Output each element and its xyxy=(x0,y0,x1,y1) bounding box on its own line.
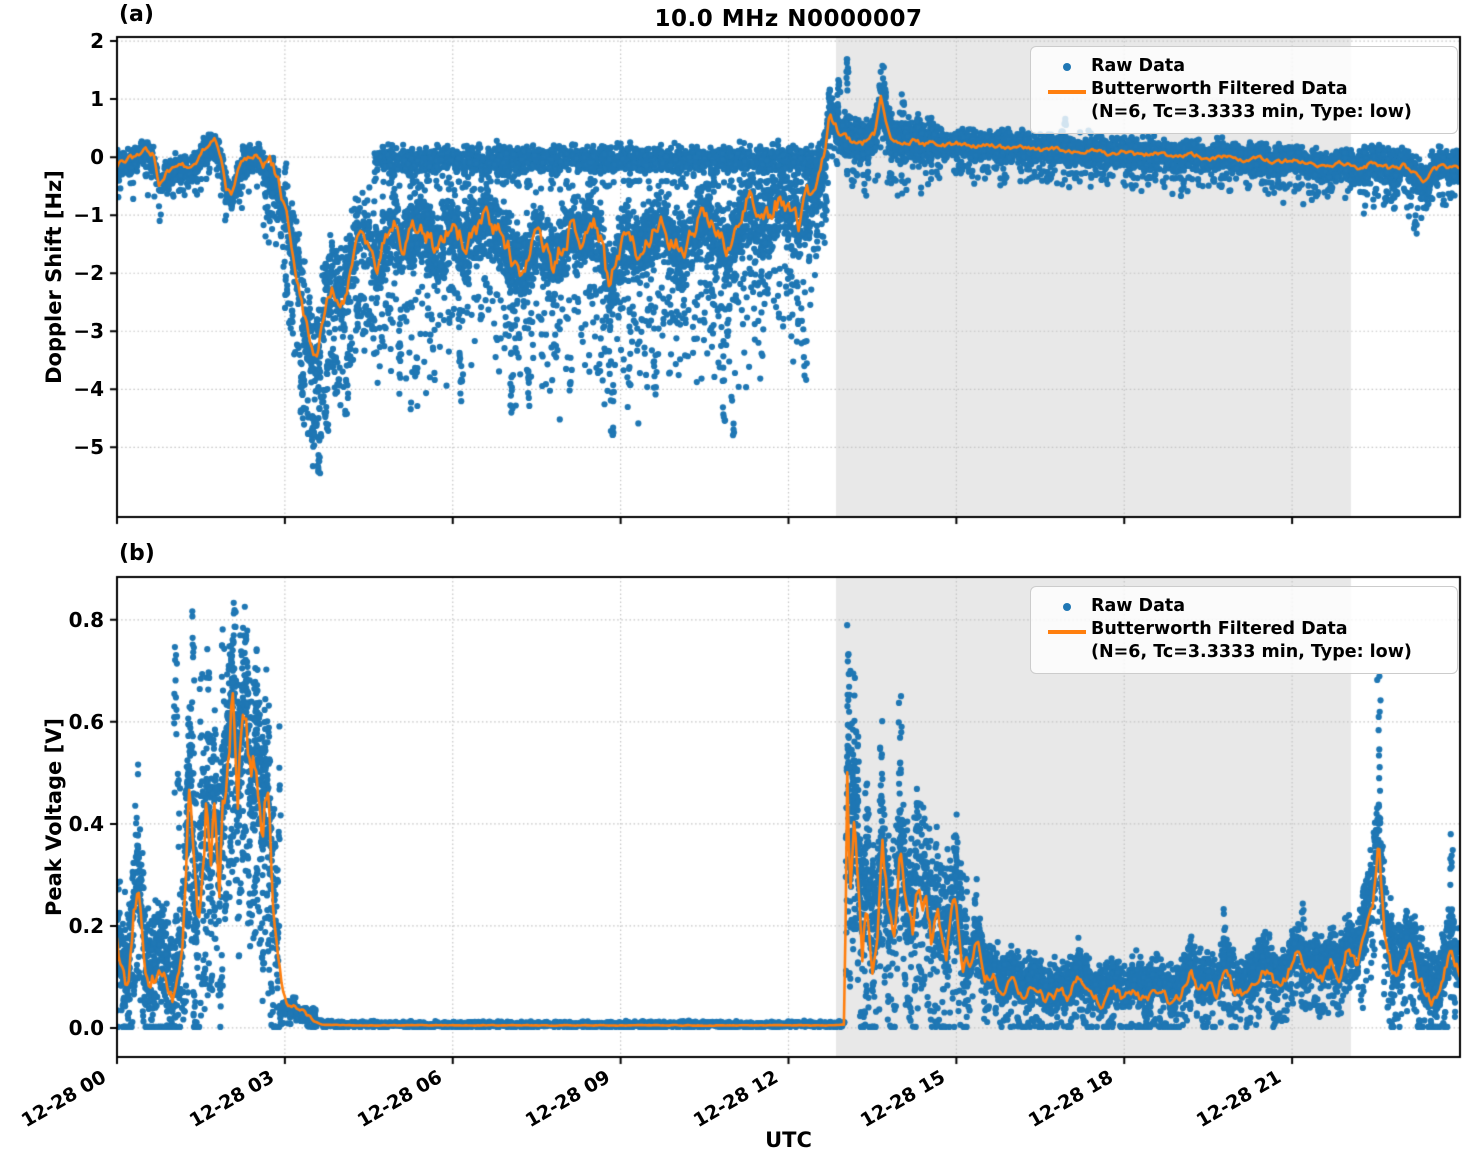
y-tick-label: 0.6 xyxy=(68,709,104,734)
legend-filtered-label: Butterworth Filtered Data (N=6, Tc=3.333… xyxy=(1091,79,1412,123)
legend-panel-b: Raw Data Butterworth Filtered Data (N=6,… xyxy=(1030,586,1458,675)
legend-entry-filtered: Butterworth Filtered Data (N=6, Tc=3.333… xyxy=(1043,618,1447,664)
y-tick-label: 0.0 xyxy=(68,1015,104,1040)
legend-entry-raw: Raw Data xyxy=(1043,595,1447,618)
panel-a-label: (a) xyxy=(119,2,154,27)
legend-filtered-label: Butterworth Filtered Data (N=6, Tc=3.333… xyxy=(1091,619,1412,663)
legend-entry-raw: Raw Data xyxy=(1043,55,1447,78)
filtered-line-icon xyxy=(1043,618,1091,634)
filtered-line-icon xyxy=(1043,78,1091,94)
y-tick-label: −4 xyxy=(73,377,104,402)
y-tick-label: 1 xyxy=(90,87,104,112)
figure-title: 10.0 MHz N0000007 xyxy=(654,6,923,32)
legend-panel-a: Raw Data Butterworth Filtered Data (N=6,… xyxy=(1030,46,1458,135)
raw-data-marker-icon xyxy=(1043,595,1091,611)
y-tick-label: 0 xyxy=(90,145,104,170)
panel-b-label: (b) xyxy=(119,541,155,566)
y-tick-label: 0.2 xyxy=(68,913,104,938)
y-tick-label: 0.4 xyxy=(68,811,104,836)
legend-raw-label: Raw Data xyxy=(1091,596,1186,616)
y-tick-label: 0.8 xyxy=(68,607,104,632)
legend-entry-filtered: Butterworth Filtered Data (N=6, Tc=3.333… xyxy=(1043,78,1447,124)
x-axis-label: UTC xyxy=(765,1128,812,1152)
legend-raw-label: Raw Data xyxy=(1091,56,1186,76)
y-tick-label: −3 xyxy=(73,319,104,344)
y-tick-label: −2 xyxy=(73,261,104,286)
y-tick-label: −5 xyxy=(73,435,104,460)
y-tick-label: 2 xyxy=(90,29,104,54)
y-tick-label: −1 xyxy=(73,203,104,228)
raw-data-marker-icon xyxy=(1043,55,1091,71)
